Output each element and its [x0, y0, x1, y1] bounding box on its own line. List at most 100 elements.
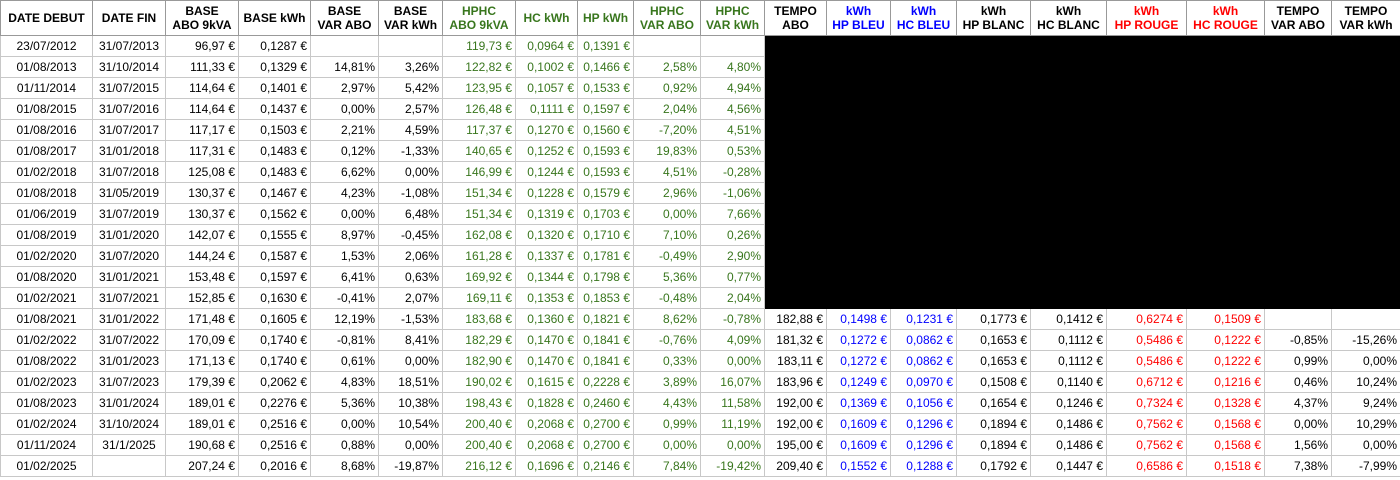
cell: 1,53%	[310, 245, 379, 267]
cell: -7,99%	[1331, 455, 1400, 477]
cell: 0,1216 €	[1186, 371, 1265, 393]
cell: 111,33 €	[165, 56, 239, 78]
cell	[890, 203, 957, 225]
cell: 01/08/2017	[0, 140, 93, 162]
cell: 2,07%	[378, 287, 443, 309]
cell	[956, 182, 1031, 204]
cell: 130,37 €	[165, 203, 239, 225]
cell	[764, 203, 827, 225]
cell: 01/08/2019	[0, 224, 93, 246]
cell: 01/11/2014	[0, 77, 93, 99]
cell	[1264, 77, 1332, 99]
cell: 0,1798 €	[577, 266, 634, 288]
cell: 0,1437 €	[238, 98, 311, 120]
cell: 0,1056 €	[890, 392, 957, 414]
cell: 0,1244 €	[515, 161, 578, 183]
cell: 0,00%	[378, 161, 443, 183]
cell: 0,0964 €	[515, 35, 578, 57]
cell: -19,87%	[378, 455, 443, 477]
cell: 6,48%	[378, 203, 443, 225]
header-line: DATE DEBUT	[8, 11, 85, 25]
header-line: VAR kWh	[705, 18, 760, 32]
header-line: TEMPO	[1276, 4, 1320, 18]
cell	[826, 266, 891, 288]
cell	[1264, 245, 1332, 267]
cell: 01/08/2022	[0, 350, 93, 372]
header-line: TEMPO	[1344, 4, 1388, 18]
table-row: 01/08/2015 31/07/2016 114,64 €0,1437 €0,00…	[0, 98, 1400, 120]
cell: 0,1344 €	[515, 266, 578, 288]
cell: 0,1703 €	[577, 203, 634, 225]
cell	[1331, 56, 1400, 78]
cell: 0,6712 €	[1106, 371, 1187, 393]
cell: 31/07/2018	[92, 161, 166, 183]
cell: 01/08/2021	[0, 308, 93, 330]
table-row: 01/02/2020 31/07/2020 144,24 €0,1587 €1,53…	[0, 245, 1400, 267]
cell	[764, 140, 827, 162]
cell	[1030, 140, 1107, 162]
cell: 207,24 €	[165, 455, 239, 477]
cell: 31/07/2015	[92, 77, 166, 99]
cell: 0,7562 €	[1106, 434, 1187, 456]
cell	[1331, 140, 1400, 162]
cell: 119,73 €	[442, 35, 516, 57]
cell: 0,1296 €	[890, 434, 957, 456]
cell: 31/01/2018	[92, 140, 166, 162]
cell: 0,1552 €	[826, 455, 891, 477]
cell	[956, 56, 1031, 78]
cell: 0,1272 €	[826, 329, 891, 351]
cell	[826, 98, 891, 120]
cell: 2,90%	[700, 245, 765, 267]
cell	[1331, 224, 1400, 246]
header-line: kWh	[845, 4, 872, 18]
cell	[764, 119, 827, 141]
cell: 96,97 €	[165, 35, 239, 57]
cell	[1186, 245, 1265, 267]
cell	[1264, 308, 1332, 330]
cell: 01/11/2024	[0, 434, 93, 456]
cell	[1264, 266, 1332, 288]
cell: 146,99 €	[442, 161, 516, 183]
cell: 5,36%	[310, 392, 379, 414]
cell	[764, 56, 827, 78]
table-row: 01/02/2024 31/10/2024 189,01 €0,2516 €0,00…	[0, 413, 1400, 435]
cell: 190,68 €	[165, 434, 239, 456]
cell: 0,53%	[700, 140, 765, 162]
header-line: HC ROUGE	[1193, 18, 1258, 32]
cell: 0,1653 €	[956, 350, 1031, 372]
cell: 0,1560 €	[577, 119, 634, 141]
cell: 0,1270 €	[515, 119, 578, 141]
header-line: HP kWh	[582, 11, 629, 25]
cell: 31/01/2022	[92, 308, 166, 330]
cell: 9,24%	[1331, 392, 1400, 414]
cell: 4,83%	[310, 371, 379, 393]
cell	[764, 77, 827, 99]
cell	[1264, 119, 1332, 141]
column-header: kWh HP BLANC	[956, 0, 1031, 36]
cell: 0,1597 €	[577, 98, 634, 120]
cell	[1030, 203, 1107, 225]
cell: 0,1401 €	[238, 77, 311, 99]
header-line: HP ROUGE	[1114, 18, 1179, 32]
cell	[1030, 224, 1107, 246]
table-row: 01/08/2021 31/01/2022 171,48 €0,1605 €12,1…	[0, 308, 1400, 330]
cell	[1030, 161, 1107, 183]
header-line: BASE	[393, 4, 428, 18]
cell	[890, 245, 957, 267]
cell: 01/02/2021	[0, 287, 93, 309]
cell	[1106, 224, 1187, 246]
cell: 0,00%	[378, 434, 443, 456]
table-row: 01/02/2025 207,24 €0,2016 €8,68% -19,87% 21…	[0, 455, 1400, 477]
cell: -0,85%	[1264, 329, 1332, 351]
cell	[1186, 140, 1265, 162]
cell: 0,0970 €	[890, 371, 957, 393]
cell: 0,1231 €	[890, 308, 957, 330]
cell: 4,23%	[310, 182, 379, 204]
cell: 6,62%	[310, 161, 379, 183]
table-row: 01/08/2023 31/01/2024 189,01 €0,2276 €5,36…	[0, 392, 1400, 414]
cell: 0,1555 €	[238, 224, 311, 246]
cell: -1,08%	[378, 182, 443, 204]
cell	[1186, 56, 1265, 78]
cell: 01/08/2023	[0, 392, 93, 414]
